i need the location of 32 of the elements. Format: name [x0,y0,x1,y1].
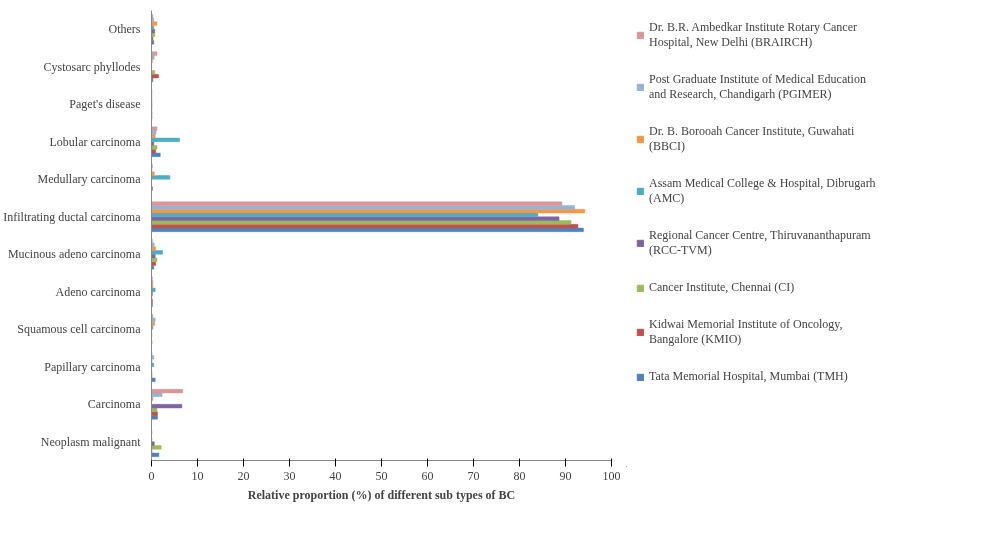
legend-label: Cancer Institute, Chennai (CI) [649,280,795,295]
x-tick-label: 100 [602,468,621,483]
y-tick-label: Adeno carcinoma [55,284,142,299]
legend-label: Kidwai Memorial Institute of Oncology, Bangalore (KMIO) [649,317,843,347]
y-tick-label: Neoplasm malignant [40,434,142,449]
y-tick-label: Infiltrating ductal carcinoma [3,209,142,224]
x-tick-label: 60 [421,468,434,483]
y-tick-label: Cystosarc phyllodes [43,59,141,74]
y-tick-label: Papillary carcinoma [44,359,142,374]
legend-label: Assam Medical College & Hospital, Dibrugarh (AMC) [649,176,876,206]
legend-label: Regional Cancer Centre, Thiruvananthapuram (RCC-TVM) [649,228,871,258]
y-tick-label: Lobular carcinoma [49,134,142,149]
x-tick-label: 90 [559,468,572,483]
x-tick-label: 10 [191,468,204,483]
x-tick-label: 40 [329,468,342,483]
x-tick-label: 80 [513,468,526,483]
y-tick-label: Carcinoma [87,397,142,412]
legend-label: Post Graduate Institute of Medical Education and Research, Chandigarh (PGIMER) [649,72,866,102]
y-tick-label: Others [108,22,141,37]
x-axis-title: Relative proportion (%) of different sub types of BC [247,487,516,502]
x-tick-label: 50 [375,468,388,483]
y-tick-label: Medullary carcinoma [37,172,142,187]
x-tick-label: 0 [148,468,155,483]
y-tick-label: Paget's disease [69,97,141,112]
x-tick-label: 30 [283,468,296,483]
x-tick-label: 70 [467,468,480,483]
legend-label: Dr. B. Borooah Cancer Institute, Guwahati (BBCI) [649,124,855,154]
legend-label: Tata Memorial Hospital, Mumbai (TMH) [649,369,848,384]
y-tick-label: Squamous cell carcinoma [17,322,142,337]
y-tick-label: Mucinous adeno carcinoma [7,247,142,262]
legend-label: Dr. B.R. Ambedkar Institute Rotary Cancer Hospital, New Delhi (BRAIRCH) [649,20,857,50]
x-tick-label: 20 [237,468,250,483]
